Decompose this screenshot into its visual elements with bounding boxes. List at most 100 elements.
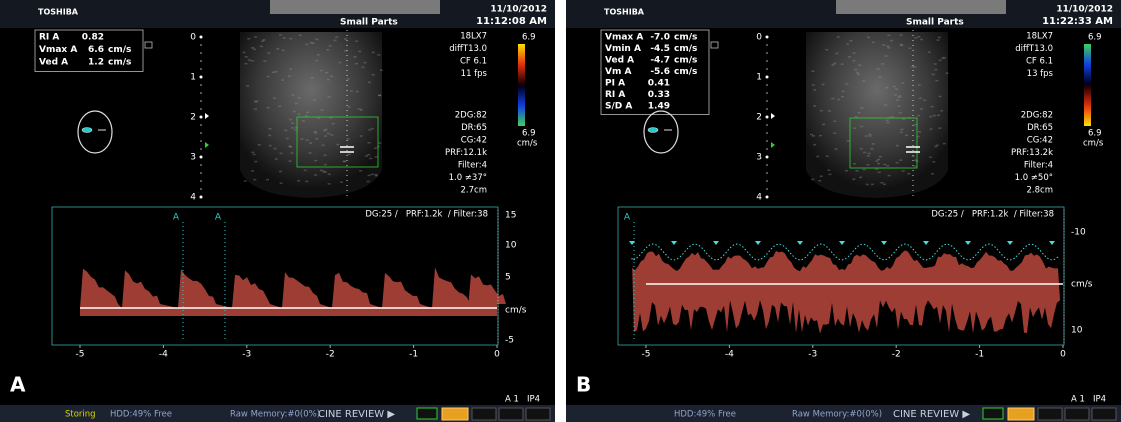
speckle — [317, 117, 321, 119]
speckle — [278, 105, 282, 108]
speckle — [370, 127, 374, 130]
setting: DR:65 — [1027, 123, 1053, 133]
speckle — [291, 122, 295, 124]
speckle — [297, 113, 301, 115]
speckle — [268, 144, 272, 147]
speckle — [914, 37, 918, 39]
speckle — [279, 152, 283, 155]
exam-mode: Small Parts — [340, 18, 398, 28]
speckle — [288, 145, 292, 147]
status-slot — [1037, 407, 1063, 421]
cursor-marker: A — [173, 213, 180, 223]
speckle — [266, 75, 270, 78]
speckle — [309, 41, 313, 44]
focus-marker — [205, 113, 209, 119]
speckle — [819, 109, 823, 112]
depth-label: 1 — [756, 73, 762, 83]
speckle — [330, 134, 334, 136]
speckle — [279, 170, 283, 173]
speckle — [373, 147, 377, 150]
speckle — [246, 85, 250, 87]
speckle — [867, 36, 871, 39]
speckle — [289, 37, 293, 40]
doppler-settings: DG:25 / PRF:1.2k / Filter:38 — [931, 210, 1054, 220]
depth-tick — [200, 124, 202, 126]
time-label: -4 — [159, 350, 168, 360]
speckle — [834, 148, 838, 150]
speckle — [887, 47, 891, 49]
speckle — [367, 142, 371, 144]
color-scale-unit: cm/s — [1083, 139, 1104, 149]
depth-dot — [199, 75, 203, 79]
speckle — [901, 82, 905, 84]
speckle — [931, 173, 935, 175]
speckle — [355, 40, 359, 42]
speckle — [875, 160, 879, 162]
speckle — [931, 73, 935, 76]
depth-tick — [200, 180, 202, 182]
setting: Filter:4 — [458, 161, 487, 171]
speckle — [368, 129, 372, 131]
speckle — [314, 159, 318, 162]
speckle — [285, 137, 289, 140]
speckle — [821, 83, 825, 86]
speckle — [866, 163, 870, 166]
speckle — [901, 170, 905, 172]
depth-dot — [765, 195, 769, 199]
speckle — [852, 59, 856, 62]
speckle — [281, 79, 285, 81]
speckle — [271, 71, 275, 74]
speckle — [367, 81, 371, 84]
speckle — [877, 171, 881, 174]
speckle — [893, 94, 897, 96]
measurement-unit: cm/s — [674, 56, 697, 66]
speckle — [359, 170, 363, 172]
speckle — [284, 129, 288, 132]
measurement-unit: cm/s — [674, 67, 697, 77]
speckle — [259, 45, 263, 48]
speckle — [941, 57, 945, 59]
speckle — [863, 151, 867, 154]
speckle — [833, 132, 837, 135]
speckle — [292, 110, 296, 113]
time: 11:12:08 AM — [476, 16, 547, 27]
speckle — [881, 63, 885, 65]
speckle — [311, 42, 315, 45]
depth-tick — [200, 172, 202, 174]
speckle — [314, 174, 318, 176]
speckle — [868, 133, 872, 136]
speckle — [268, 127, 272, 130]
depth-dot — [765, 115, 769, 119]
speckle — [273, 147, 277, 150]
speckle — [364, 155, 368, 157]
speckle — [353, 56, 357, 58]
depth-label: 0 — [756, 33, 762, 43]
speckle — [315, 59, 319, 62]
speckle — [298, 34, 302, 37]
depth-label: 1 — [190, 73, 196, 83]
velocity-label: -5 — [505, 336, 514, 346]
time-label: -3 — [808, 350, 817, 360]
speckle — [282, 37, 286, 39]
speckle — [882, 44, 886, 46]
speckle — [938, 95, 942, 98]
speckle — [251, 47, 255, 49]
speckle — [346, 138, 350, 140]
panel-label: A — [10, 373, 26, 397]
speckle — [274, 70, 278, 73]
depth-tick — [200, 100, 202, 102]
speckle — [907, 172, 911, 175]
status-item: Raw Memory:#0(0%) — [230, 410, 320, 420]
header-gray — [270, 0, 440, 14]
cursor-marker: A — [215, 213, 222, 223]
depth-tick — [766, 132, 768, 134]
speckle — [877, 162, 881, 165]
speckle — [254, 36, 258, 38]
speckle — [846, 140, 850, 142]
measurement-unit: cm/s — [108, 45, 131, 55]
speckle — [902, 118, 906, 120]
measurement-value: -5.6 — [650, 67, 670, 77]
speckle — [875, 168, 879, 170]
speckle — [934, 68, 938, 71]
